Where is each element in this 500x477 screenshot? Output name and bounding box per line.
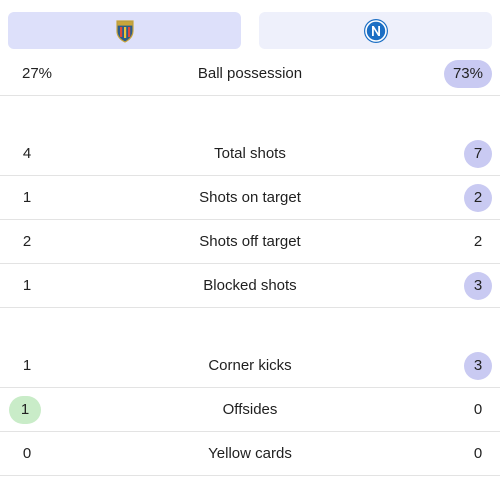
home-stat-value: 1: [22, 356, 32, 374]
away-stat-value: 0: [473, 400, 483, 418]
stat-label: Shots on target: [199, 189, 301, 206]
stat-row: Offsides 1 0: [0, 388, 500, 432]
away-stat-value: 3: [464, 271, 492, 300]
match-stats-list: Ball possession 27% 73% Total shots 4 7 Shots …: [0, 52, 500, 476]
napoli-crest-icon: [363, 18, 388, 43]
stat-label: Shots off target: [199, 233, 301, 250]
stat-row: Shots on target 1 2: [0, 176, 500, 220]
stat-label: Blocked shots: [203, 277, 297, 294]
stat-row: Corner kicks 1 3: [0, 344, 500, 388]
away-stat-value: 7: [464, 139, 492, 168]
away-stat-value: 2: [464, 183, 492, 212]
home-stat-value: 27%: [22, 64, 53, 82]
stat-row: Blocked shots 1 3: [0, 264, 500, 308]
away-team-tab[interactable]: [259, 12, 492, 49]
stat-row: Ball possession 27% 73%: [0, 52, 500, 96]
stat-row: Yellow cards 0 0: [0, 432, 500, 476]
stat-row: Total shots 4 7: [0, 132, 500, 176]
stat-label: Corner kicks: [208, 357, 292, 374]
team-selector: [8, 12, 492, 49]
stat-label: Total shots: [214, 145, 286, 162]
stat-row: Shots off target 2 2: [0, 220, 500, 264]
stat-label: Ball possession: [197, 65, 303, 82]
lecce-crest-icon: [115, 19, 134, 43]
home-stat-value: 4: [22, 144, 32, 162]
home-stat-value: 1: [9, 395, 41, 424]
stat-label: Yellow cards: [208, 445, 292, 462]
home-team-tab[interactable]: [8, 12, 241, 49]
home-stat-value: 2: [22, 232, 32, 250]
home-stat-value: 0: [22, 444, 32, 462]
home-stat-value: 1: [22, 276, 32, 294]
away-stat-value: 0: [473, 444, 483, 462]
stat-label: Offsides: [222, 401, 278, 418]
away-stat-value: 2: [473, 232, 483, 250]
away-stat-value: 3: [464, 351, 492, 380]
home-stat-value: 1: [22, 188, 32, 206]
away-stat-value: 73%: [443, 59, 492, 88]
